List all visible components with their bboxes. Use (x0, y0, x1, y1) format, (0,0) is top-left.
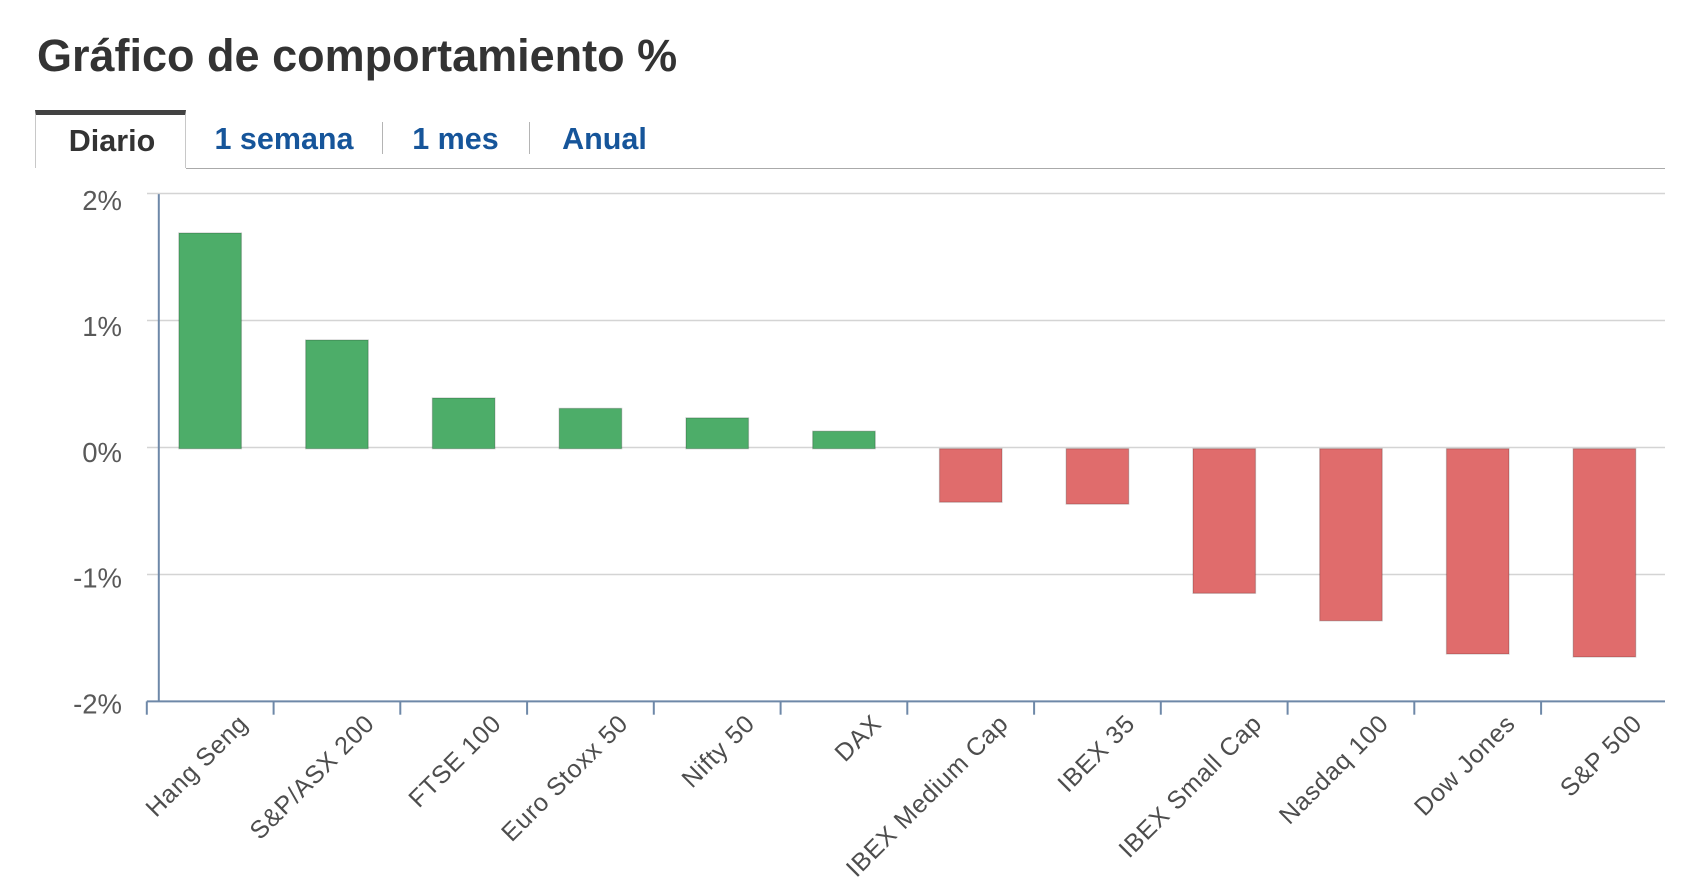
svg-text:-1%: -1% (73, 562, 122, 593)
svg-text:Euro Stoxx 50: Euro Stoxx 50 (496, 709, 634, 847)
svg-text:FTSE 100: FTSE 100 (403, 709, 507, 813)
svg-text:1%: 1% (82, 311, 122, 342)
svg-text:S&P/ASX 200: S&P/ASX 200 (244, 709, 380, 845)
svg-text:IBEX 35: IBEX 35 (1052, 709, 1140, 797)
svg-text:Hang Seng: Hang Seng (140, 709, 253, 822)
svg-text:2%: 2% (82, 185, 122, 216)
svg-text:Nifty 50: Nifty 50 (676, 709, 760, 793)
svg-text:Nasdaq 100: Nasdaq 100 (1274, 709, 1394, 829)
svg-text:0%: 0% (82, 437, 122, 468)
svg-text:Dow Jones: Dow Jones (1409, 709, 1521, 821)
svg-text:-2%: -2% (73, 688, 122, 719)
svg-text:S&P 500: S&P 500 (1555, 709, 1648, 802)
svg-text:DAX: DAX (830, 709, 888, 767)
